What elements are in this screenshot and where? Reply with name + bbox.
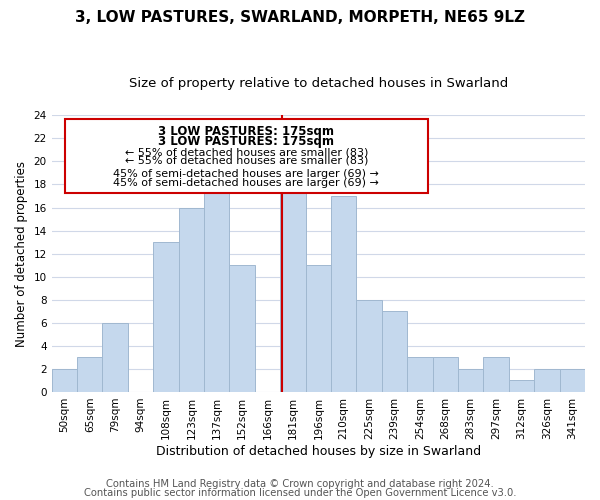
- Text: 45% of semi-detached houses are larger (69) →: 45% of semi-detached houses are larger (…: [113, 169, 379, 179]
- Y-axis label: Number of detached properties: Number of detached properties: [15, 160, 28, 346]
- Text: ← 55% of detached houses are smaller (83): ← 55% of detached houses are smaller (83…: [125, 147, 368, 157]
- Bar: [153, 242, 179, 392]
- Bar: [382, 312, 407, 392]
- Bar: [534, 369, 560, 392]
- Text: 3 LOW PASTURES: 175sqm: 3 LOW PASTURES: 175sqm: [158, 125, 334, 138]
- Bar: [280, 184, 305, 392]
- Bar: [204, 162, 229, 392]
- Bar: [331, 196, 356, 392]
- Bar: [458, 369, 484, 392]
- Text: 3 LOW PASTURES: 175sqm: 3 LOW PASTURES: 175sqm: [158, 134, 334, 147]
- Title: Size of property relative to detached houses in Swarland: Size of property relative to detached ho…: [129, 78, 508, 90]
- Bar: [52, 369, 77, 392]
- Bar: [560, 369, 585, 392]
- Text: 45% of semi-detached houses are larger (69) →: 45% of semi-detached houses are larger (…: [113, 178, 379, 188]
- X-axis label: Distribution of detached houses by size in Swarland: Distribution of detached houses by size …: [156, 444, 481, 458]
- Text: Contains public sector information licensed under the Open Government Licence v3: Contains public sector information licen…: [84, 488, 516, 498]
- Text: ← 55% of detached houses are smaller (83): ← 55% of detached houses are smaller (83…: [125, 156, 368, 166]
- Bar: [509, 380, 534, 392]
- Bar: [484, 358, 509, 392]
- Bar: [305, 265, 331, 392]
- Bar: [229, 265, 255, 392]
- Text: 3, LOW PASTURES, SWARLAND, MORPETH, NE65 9LZ: 3, LOW PASTURES, SWARLAND, MORPETH, NE65…: [75, 10, 525, 25]
- FancyBboxPatch shape: [65, 120, 428, 192]
- Bar: [433, 358, 458, 392]
- Bar: [103, 323, 128, 392]
- Bar: [356, 300, 382, 392]
- Bar: [407, 358, 433, 392]
- Text: Contains HM Land Registry data © Crown copyright and database right 2024.: Contains HM Land Registry data © Crown c…: [106, 479, 494, 489]
- Bar: [77, 358, 103, 392]
- Bar: [179, 208, 204, 392]
